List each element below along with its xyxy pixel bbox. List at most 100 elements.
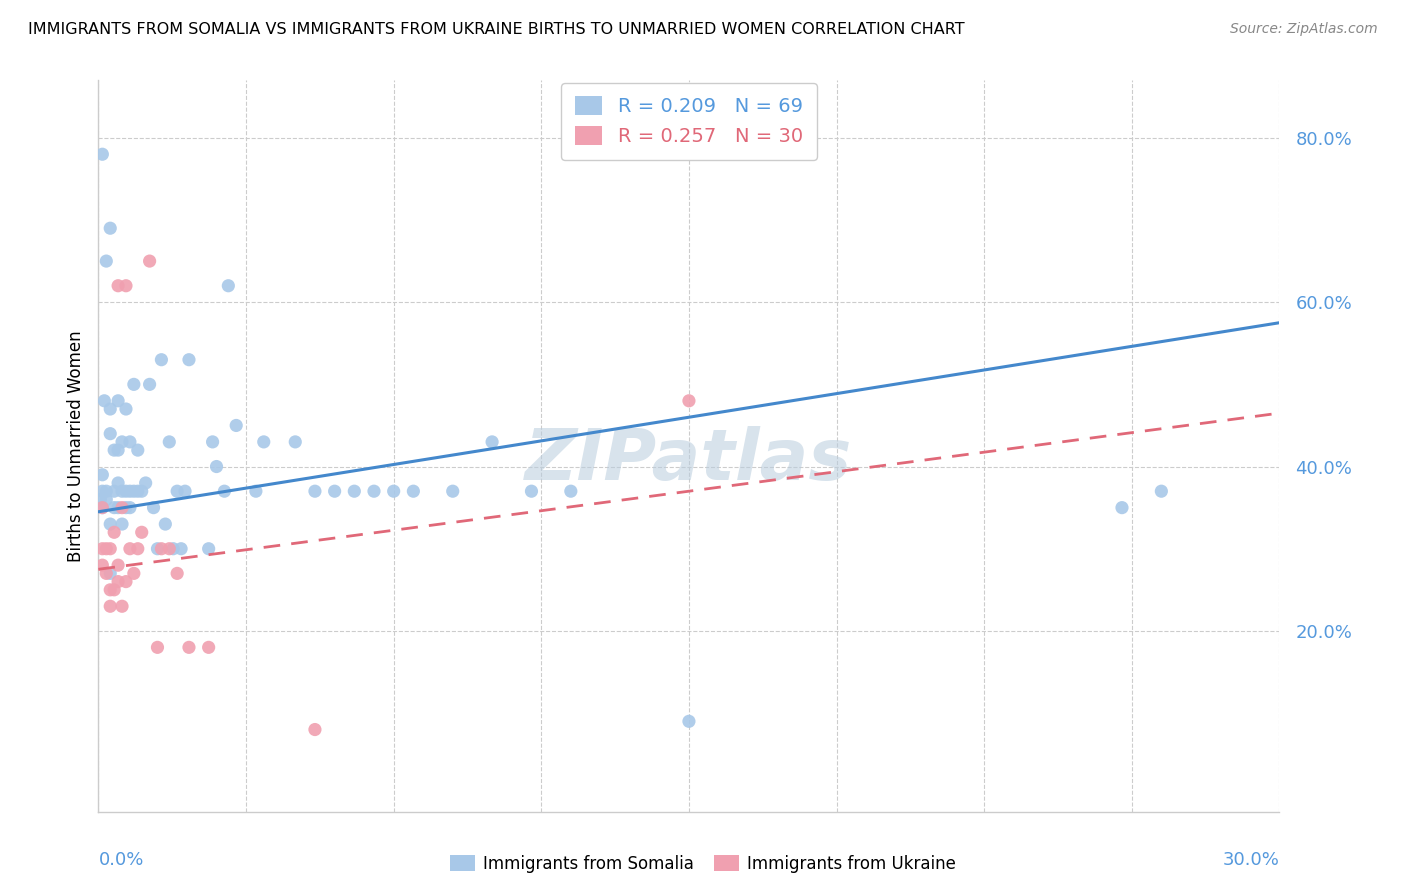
- Point: [115, 402, 138, 417]
- Point: [115, 484, 138, 499]
- Point: [343, 484, 366, 499]
- Point: [127, 484, 149, 499]
- Point: [107, 443, 129, 458]
- Point: [225, 418, 247, 433]
- Point: [122, 484, 145, 499]
- Point: [253, 434, 276, 449]
- Point: [481, 434, 503, 449]
- Point: [111, 599, 134, 614]
- Point: [107, 475, 129, 490]
- Point: [91, 500, 114, 515]
- Point: [111, 517, 134, 532]
- Point: [197, 640, 219, 655]
- Point: [127, 541, 149, 556]
- Point: [96, 484, 118, 499]
- Point: [103, 500, 125, 515]
- Text: Source: ZipAtlas.com: Source: ZipAtlas.com: [1230, 22, 1378, 37]
- Point: [177, 640, 200, 655]
- Legend: Immigrants from Somalia, Immigrants from Ukraine: Immigrants from Somalia, Immigrants from…: [443, 848, 963, 880]
- Point: [520, 484, 543, 499]
- Point: [118, 484, 141, 499]
- Point: [96, 566, 118, 581]
- Point: [166, 484, 188, 499]
- Point: [402, 484, 425, 499]
- Point: [146, 640, 169, 655]
- Point: [107, 278, 129, 293]
- Point: [98, 402, 121, 417]
- Point: [155, 517, 177, 532]
- Point: [122, 377, 145, 392]
- Point: [142, 500, 165, 515]
- Point: [98, 541, 121, 556]
- Point: [166, 566, 188, 581]
- Point: [115, 574, 138, 589]
- Point: [205, 459, 228, 474]
- Point: [245, 484, 267, 499]
- Legend: R = 0.209   N = 69, R = 0.257   N = 30: R = 0.209 N = 69, R = 0.257 N = 30: [561, 83, 817, 160]
- Point: [98, 599, 121, 614]
- Point: [162, 541, 184, 556]
- Point: [201, 434, 224, 449]
- Point: [363, 484, 385, 499]
- Point: [98, 426, 121, 441]
- Point: [98, 517, 121, 532]
- Point: [118, 500, 141, 515]
- Point: [107, 574, 129, 589]
- Point: [91, 500, 114, 515]
- Point: [111, 500, 134, 515]
- Point: [98, 221, 121, 235]
- Point: [115, 500, 138, 515]
- Point: [111, 484, 134, 499]
- Point: [107, 393, 129, 408]
- Text: ZIPatlas: ZIPatlas: [526, 426, 852, 495]
- Point: [138, 254, 160, 268]
- Point: [382, 484, 405, 499]
- Point: [103, 443, 125, 458]
- Point: [170, 541, 193, 556]
- Point: [157, 434, 180, 449]
- Point: [304, 484, 326, 499]
- Y-axis label: Births to Unmarried Women: Births to Unmarried Women: [66, 330, 84, 562]
- Point: [127, 443, 149, 458]
- Point: [197, 541, 219, 556]
- Point: [150, 352, 173, 367]
- Point: [678, 714, 700, 729]
- Point: [135, 475, 157, 490]
- Point: [91, 558, 114, 573]
- Point: [560, 484, 582, 499]
- Point: [107, 558, 129, 573]
- Point: [91, 147, 114, 161]
- Point: [131, 525, 153, 540]
- Point: [174, 484, 197, 499]
- Point: [91, 484, 114, 499]
- Text: 30.0%: 30.0%: [1223, 851, 1279, 869]
- Point: [96, 254, 118, 268]
- Point: [103, 582, 125, 597]
- Point: [91, 541, 114, 556]
- Text: 0.0%: 0.0%: [98, 851, 143, 869]
- Point: [96, 492, 118, 507]
- Point: [103, 525, 125, 540]
- Point: [115, 278, 138, 293]
- Point: [122, 566, 145, 581]
- Point: [157, 541, 180, 556]
- Point: [98, 566, 121, 581]
- Point: [107, 500, 129, 515]
- Point: [177, 352, 200, 367]
- Point: [1111, 500, 1133, 515]
- Point: [1150, 484, 1173, 499]
- Point: [146, 541, 169, 556]
- Point: [217, 278, 239, 293]
- Point: [214, 484, 236, 499]
- Point: [103, 484, 125, 499]
- Point: [131, 484, 153, 499]
- Point: [89, 492, 111, 507]
- Point: [118, 434, 141, 449]
- Point: [678, 393, 700, 408]
- Point: [111, 434, 134, 449]
- Point: [96, 541, 118, 556]
- Point: [441, 484, 464, 499]
- Point: [93, 393, 115, 408]
- Point: [98, 582, 121, 597]
- Text: IMMIGRANTS FROM SOMALIA VS IMMIGRANTS FROM UKRAINE BIRTHS TO UNMARRIED WOMEN COR: IMMIGRANTS FROM SOMALIA VS IMMIGRANTS FR…: [28, 22, 965, 37]
